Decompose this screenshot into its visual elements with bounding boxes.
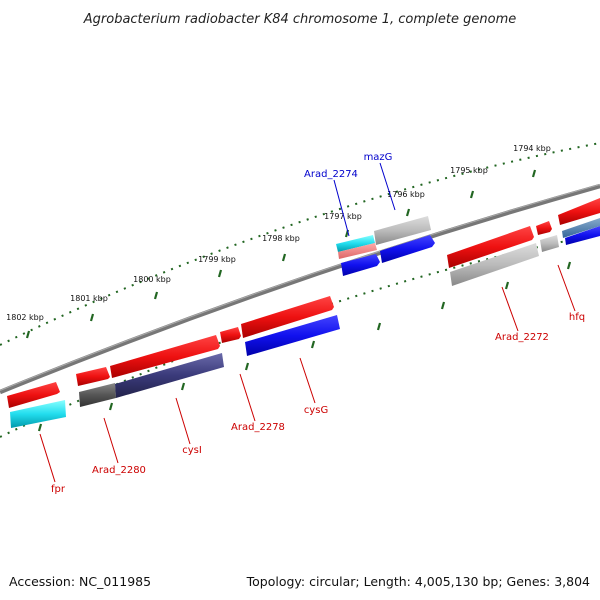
outer-scale-track xyxy=(0,142,600,346)
gene-feature[interactable] xyxy=(110,335,220,378)
kbp-label: 1801 kbp xyxy=(70,294,108,303)
scale-labels: 1794 kbp 1795 kbp 1796 kbp 1797 kbp 1798… xyxy=(6,144,551,322)
gene-label[interactable]: hfq xyxy=(569,312,585,323)
gene-label[interactable]: cysG xyxy=(304,405,328,416)
cds-feature[interactable] xyxy=(336,235,375,252)
kbp-label: 1802 kbp xyxy=(6,313,44,322)
cds-feature[interactable] xyxy=(341,254,380,276)
gene-label[interactable]: Arad_2272 xyxy=(495,332,549,343)
gene-feature[interactable] xyxy=(558,198,600,225)
cds-feature[interactable] xyxy=(380,235,435,263)
cds-features xyxy=(10,216,600,428)
label-lines xyxy=(39,162,576,483)
outer-scale-ticks xyxy=(25,169,537,339)
gene-feature[interactable] xyxy=(241,296,334,338)
cds-feature[interactable] xyxy=(450,243,539,286)
kbp-label: 1800 kbp xyxy=(133,275,171,284)
cds-feature[interactable] xyxy=(562,218,600,238)
bottom-gene-labels: fpr Arad_2280 cysI Arad_2278 cysG Arad_2… xyxy=(51,312,585,495)
cds-feature[interactable] xyxy=(245,315,340,356)
kbp-label: 1799 kbp xyxy=(198,255,236,264)
cds-feature[interactable] xyxy=(540,235,559,252)
map-title: Agrobacterium radiobacter K84 chromosome… xyxy=(83,12,516,27)
gene-label[interactable]: Arad_2278 xyxy=(231,422,285,433)
kbp-label: 1798 kbp xyxy=(262,234,300,243)
gene-label[interactable]: fpr xyxy=(51,484,66,495)
gene-label[interactable]: mazG xyxy=(364,152,393,163)
cds-feature[interactable] xyxy=(115,353,224,398)
cds-feature[interactable] xyxy=(79,383,116,407)
forward-genes xyxy=(7,198,600,408)
cds-feature[interactable] xyxy=(565,226,600,245)
gene-label[interactable]: cysI xyxy=(182,445,202,456)
gene-feature[interactable] xyxy=(7,382,60,408)
top-gene-labels: Arad_2274 mazG xyxy=(304,152,392,180)
gene-label[interactable]: Arad_2280 xyxy=(92,465,146,476)
kbp-label: 1794 kbp xyxy=(513,144,551,153)
inner-scale-ticks xyxy=(37,261,572,432)
gene-label[interactable]: Arad_2274 xyxy=(304,169,358,180)
accession-text: Accession: NC_011985 xyxy=(9,574,151,589)
gene-feature[interactable] xyxy=(536,221,552,235)
cds-feature[interactable] xyxy=(338,243,377,259)
genome-summary-text: Topology: circular; Length: 4,005,130 bp… xyxy=(246,574,590,589)
gene-feature[interactable] xyxy=(76,367,110,386)
genome-backbone xyxy=(0,183,600,395)
cds-feature[interactable] xyxy=(10,400,66,428)
kbp-label: 1795 kbp xyxy=(450,166,488,175)
kbp-label: 1796 kbp xyxy=(387,190,425,199)
gene-feature[interactable] xyxy=(447,226,534,268)
kbp-label: 1797 kbp xyxy=(324,212,362,221)
gene-feature[interactable] xyxy=(220,327,241,343)
cds-feature[interactable] xyxy=(374,216,431,245)
